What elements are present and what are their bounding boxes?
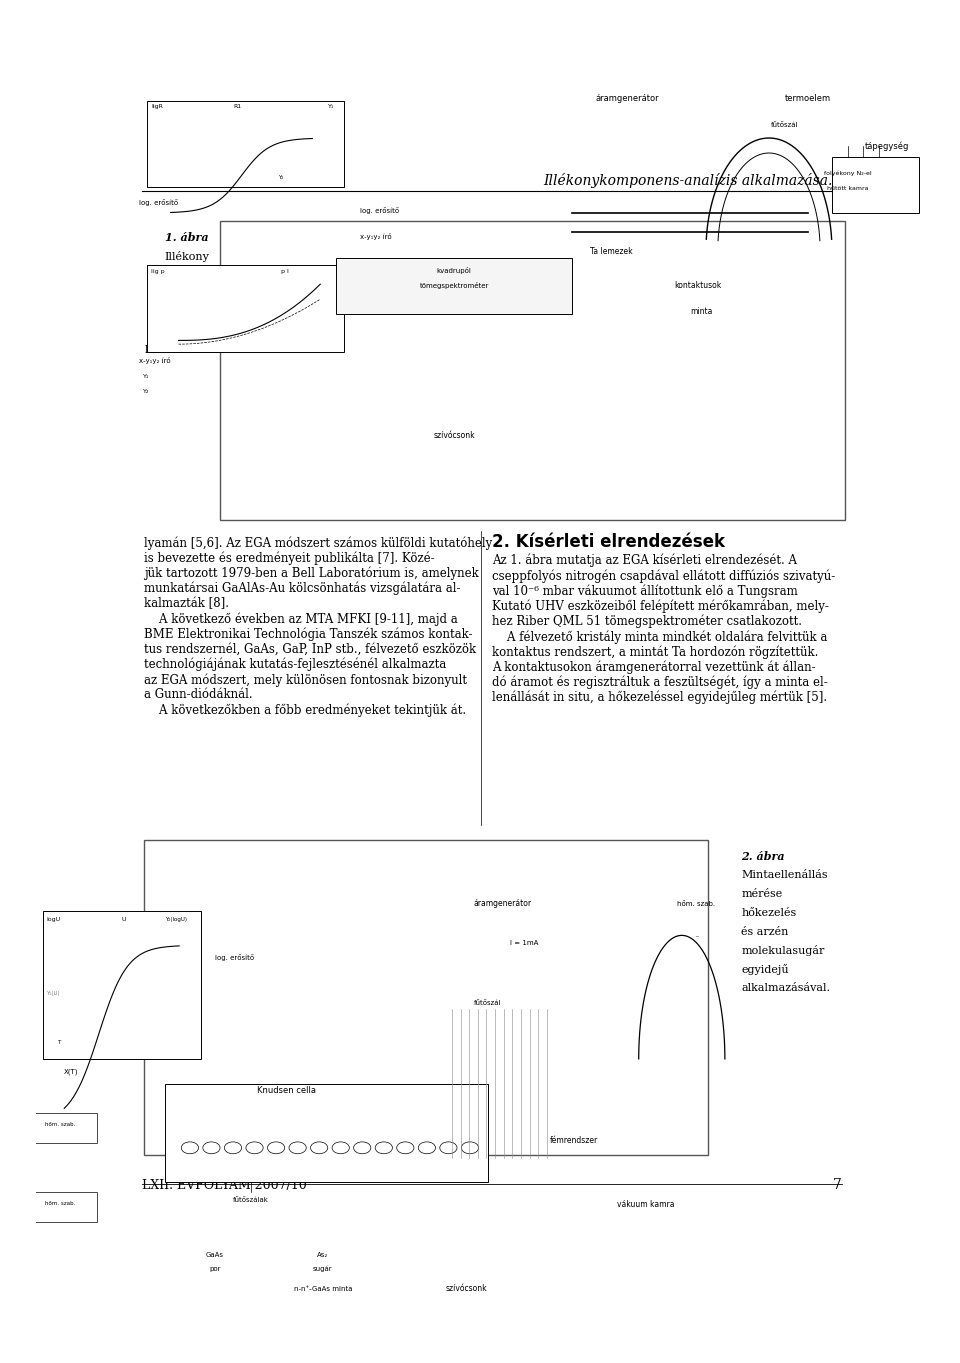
Text: jük tartozott 1979-ben a Bell Laboratórium is, amelynek: jük tartozott 1979-ben a Bell Laboratóri… (144, 567, 478, 581)
Text: logU: logU (46, 916, 60, 921)
Text: kontaktusok: kontaktusok (675, 281, 722, 290)
Text: Y₁(U): Y₁(U) (46, 991, 60, 995)
Text: por: por (209, 1266, 221, 1272)
Text: Illékony: Illékony (164, 251, 209, 262)
Bar (221, 221, 846, 521)
Bar (42, 910, 201, 1059)
Text: fűtőszál: fűtőszál (474, 999, 502, 1006)
Text: sugár: sugár (313, 1266, 332, 1272)
Text: áramgenerátor: áramgenerátor (473, 898, 531, 908)
Text: komponens: komponens (155, 270, 219, 279)
Bar (25, 1193, 97, 1221)
Text: kalmazták [8].: kalmazták [8]. (144, 597, 228, 611)
Text: munkatársai GaAlAs-Au kölcsönhatás vizsgálatára al-: munkatársai GaAlAs-Au kölcsönhatás vizsg… (144, 582, 460, 596)
Text: 2. ábra: 2. ábra (741, 851, 785, 861)
Text: mérésére: mérésére (160, 289, 213, 298)
Text: hőm. szab.: hőm. szab. (677, 901, 715, 906)
Text: BME Elektronikai Technológia Tanszék számos kontak-: BME Elektronikai Technológia Tanszék szá… (144, 627, 472, 641)
Text: Az 1. ábra mutatja az EGA kísérleti elrendezését. A: Az 1. ábra mutatja az EGA kísérleti elre… (492, 553, 797, 567)
Text: is bevezette és eredményeit publikálta [7]. Közé-: is bevezette és eredményeit publikálta [… (144, 552, 435, 564)
Text: R1: R1 (233, 104, 242, 109)
Text: Y₂: Y₂ (278, 176, 283, 180)
Text: vákuum kamra: vákuum kamra (617, 1199, 675, 1209)
Text: szívócsonk: szívócsonk (445, 1284, 487, 1293)
Text: A következő években az MTA MFKI [9-11], majd a: A következő években az MTA MFKI [9-11], … (144, 612, 458, 626)
Text: LXII. ÉVFOLYAM 2007/10: LXII. ÉVFOLYAM 2007/10 (142, 1179, 307, 1193)
Text: tömegspektrométer: tömegspektrométer (420, 282, 489, 289)
Text: az EGA módszert, mely különösen fontosnak bizonyult: az EGA módszert, mely különösen fontosna… (144, 673, 467, 687)
Text: kisnyomású: kisnyomású (154, 326, 220, 337)
Text: _: _ (695, 932, 698, 936)
Text: dó áramot és regisztráltuk a feszültségét, így a minta el-: dó áramot és regisztráltuk a feszültségé… (492, 676, 828, 690)
Text: mérése: mérése (741, 889, 782, 898)
Bar (832, 157, 919, 213)
Text: Knudsen cella: Knudsen cella (257, 1086, 317, 1096)
Text: fűtőszál: fűtőszál (771, 121, 799, 128)
Text: T: T (57, 1040, 60, 1045)
Bar (147, 266, 344, 352)
Text: hűtött kamra: hűtött kamra (827, 187, 869, 191)
Text: kvadrupól: kvadrupól (437, 267, 471, 274)
Text: Kutató UHV eszközeiből felépített mérőkamrában, mely-: Kutató UHV eszközeiből felépített mérőka… (492, 600, 828, 613)
Text: termoelem: termoelem (785, 94, 831, 102)
Bar (144, 841, 708, 1156)
Text: lenállását in situ, a hőkezeléssel egyidejűleg mértük [5].: lenállását in situ, a hőkezeléssel egyid… (492, 691, 828, 705)
Text: Y₂(logU): Y₂(logU) (165, 916, 187, 921)
Text: I = 1mA: I = 1mA (510, 940, 538, 946)
Text: fémrendszer: fémrendszer (550, 1135, 598, 1145)
Text: cseppfolyós nitrogén csapdával ellátott diffúziós szivatyú-: cseppfolyós nitrogén csapdával ellátott … (492, 570, 835, 583)
Text: A kontaktusokon áramgenerátorral vezettünk át állan-: A kontaktusokon áramgenerátorral vezettü… (492, 661, 816, 673)
Text: hőm. szab.: hőm. szab. (45, 1201, 76, 1206)
Text: val 10⁻⁶ mbar vákuumot állítottunk elő a Tungsram: val 10⁻⁶ mbar vákuumot állítottunk elő a… (492, 585, 798, 598)
Text: Ta lemezek: Ta lemezek (590, 247, 633, 256)
Text: 2. Kísérleti elrendezések: 2. Kísérleti elrendezések (492, 533, 725, 551)
Text: alkalmazásával.: alkalmazásával. (741, 983, 830, 994)
Text: szívócsonk: szívócsonk (433, 431, 475, 440)
Text: kamra vázlata.: kamra vázlata. (146, 345, 228, 356)
Text: x-y₁y₂ író: x-y₁y₂ író (360, 233, 392, 240)
Text: log. erősítő: log. erősítő (139, 199, 179, 206)
Text: Iig p: Iig p (151, 269, 164, 274)
Text: x-y₁y₂ író: x-y₁y₂ író (139, 357, 171, 364)
Text: lyamán [5,6]. Az EGA módszert számos külföldi kutatóhely: lyamán [5,6]. Az EGA módszert számos kül… (144, 536, 492, 549)
Text: technológiájának kutatás-fejlesztésénél alkalmazta: technológiájának kutatás-fejlesztésénél … (144, 658, 446, 672)
Text: hőkezelés: hőkezelés (741, 908, 797, 917)
Text: egyidejű: egyidejű (741, 965, 789, 976)
Text: IigR: IigR (151, 104, 163, 109)
Text: minta: minta (690, 307, 712, 316)
Text: fűtőszálak: fűtőszálak (233, 1197, 269, 1204)
Text: log. erősítő: log. erősítő (215, 954, 254, 961)
Text: hőm. szab.: hőm. szab. (45, 1122, 76, 1127)
Text: log. erősítő: log. erősítő (360, 207, 398, 214)
Text: p I: p I (281, 269, 289, 274)
Text: hez Riber QML 51 tömegspektrométer csatlakozott.: hez Riber QML 51 tömegspektrométer csatl… (492, 615, 802, 628)
Text: A következőkben a főbb eredményeket tekintjük át.: A következőkben a főbb eredményeket teki… (144, 703, 466, 717)
Text: As₂: As₂ (317, 1251, 328, 1258)
Text: Y₁: Y₁ (143, 373, 150, 379)
Text: Y₁: Y₁ (328, 104, 334, 109)
Text: tus rendszernél, GaAs, GaP, InP stb., félvezető eszközök: tus rendszernél, GaAs, GaP, InP stb., fé… (144, 643, 476, 656)
Text: 1. ábra: 1. ábra (165, 232, 208, 243)
Text: U: U (122, 916, 126, 921)
Bar (25, 1114, 97, 1142)
Bar (147, 101, 344, 187)
Text: Y₂: Y₂ (143, 388, 150, 394)
Text: n-n⁺-GaAs minta: n-n⁺-GaAs minta (294, 1287, 352, 1292)
Text: molekulasugár: molekulasugár (741, 946, 825, 957)
Text: Illékonykomponens-analízis alkalmazása...: Illékonykomponens-analízis alkalmazása..… (543, 173, 842, 188)
Text: és arzén: és arzén (741, 927, 788, 936)
Text: A félvezető kristály minta mindkét oldalára felvittük a: A félvezető kristály minta mindkét oldal… (492, 630, 828, 643)
Text: GaAs: GaAs (206, 1251, 224, 1258)
Text: X(T): X(T) (64, 1069, 79, 1075)
Text: áramgenerátor: áramgenerátor (595, 94, 660, 102)
Bar (165, 1084, 488, 1182)
Text: folyékony N₂-el: folyékony N₂-el (824, 170, 872, 176)
Text: kontaktus rendszert, a mintát Ta hordozón rögzítettük.: kontaktus rendszert, a mintát Ta hordozó… (492, 645, 818, 658)
Text: Mintaellenállás: Mintaellenállás (741, 870, 828, 880)
Text: a Gunn-diódáknál.: a Gunn-diódáknál. (144, 688, 252, 702)
Text: tápegység: tápegység (865, 142, 909, 151)
Text: alkalmas: alkalmas (162, 307, 212, 318)
Bar (336, 258, 572, 313)
Text: 7: 7 (833, 1178, 842, 1193)
